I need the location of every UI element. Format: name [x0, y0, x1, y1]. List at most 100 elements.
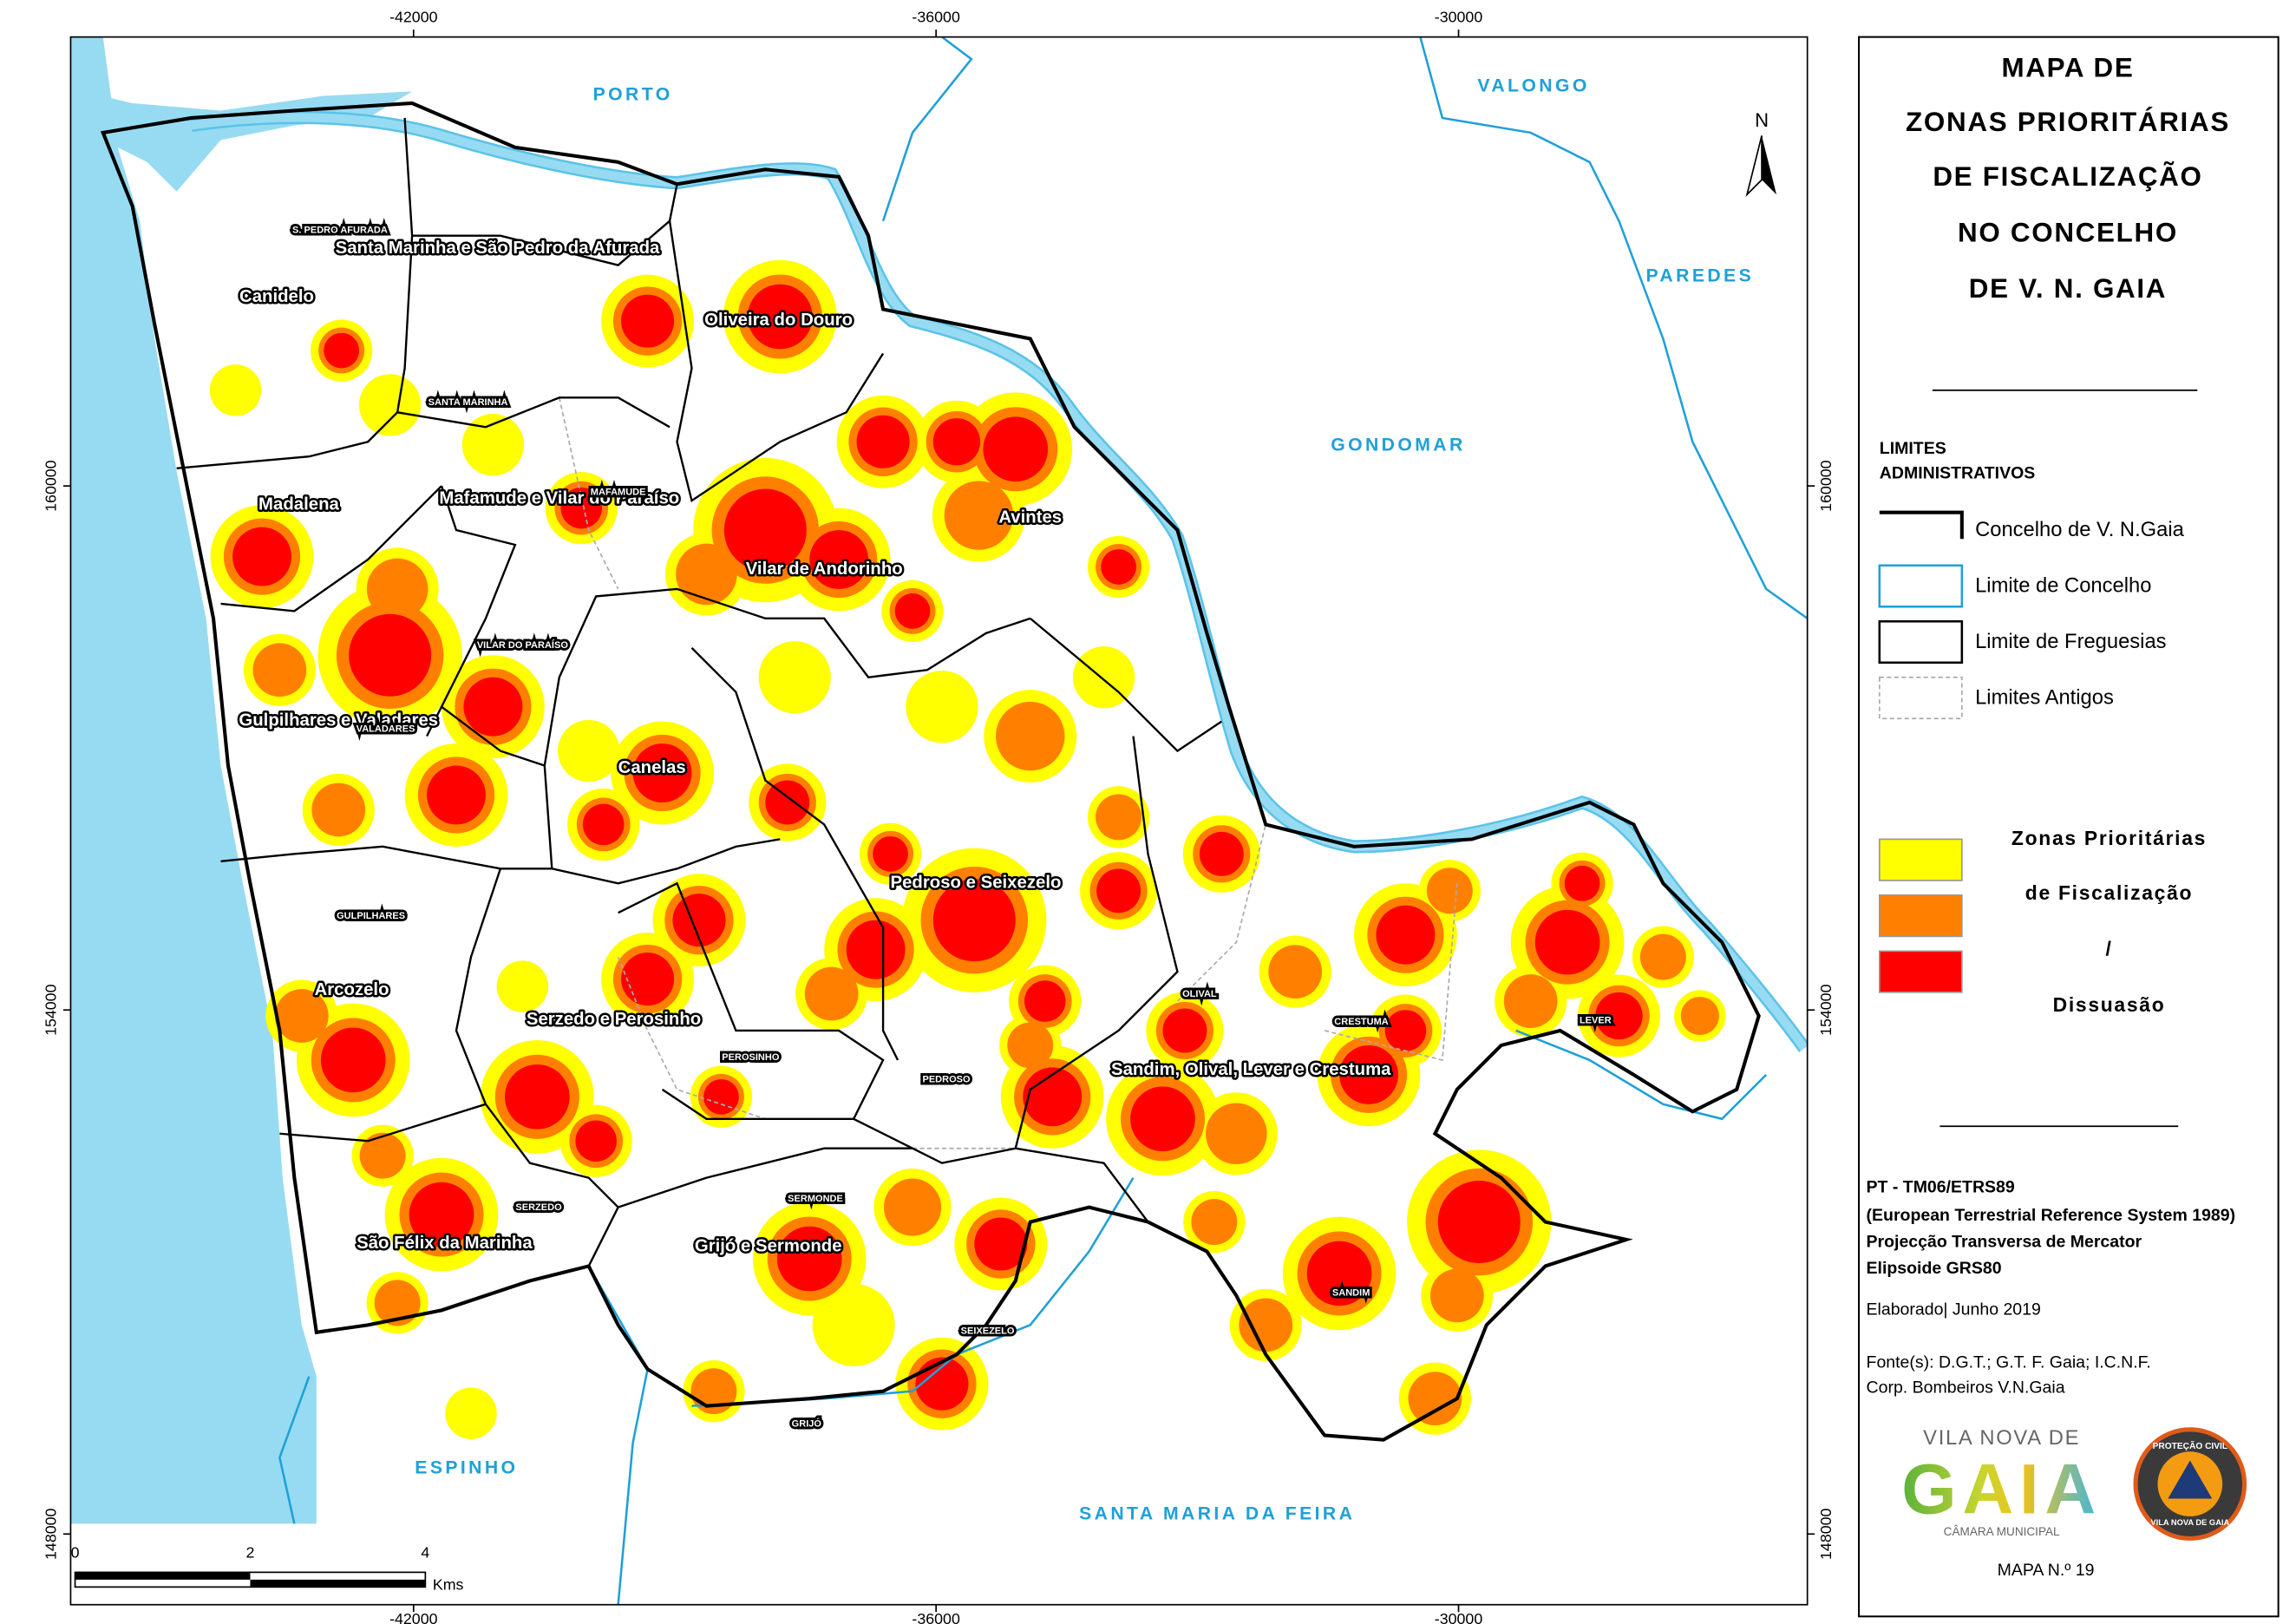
- old-parish-label: GRIJÓ: [792, 1418, 822, 1429]
- parish-label: Oliveira do Douro: [704, 311, 853, 330]
- parish-label: Mafamude e Vilar do Paraíso: [439, 489, 679, 508]
- x-coordinate: -30000: [1435, 9, 1483, 26]
- legend-symbols: [1878, 510, 1964, 993]
- zone-orange: [311, 783, 366, 837]
- y-coordinate: 148000: [42, 1508, 59, 1559]
- zone-orange: [1268, 945, 1323, 999]
- heat-zones: [209, 259, 1726, 1439]
- old-parish-label: CRESTUMA: [1334, 1017, 1388, 1027]
- zone-orange: [1503, 974, 1558, 1028]
- legend-item: Limite de Concelho: [1975, 573, 2151, 597]
- zone-yellow: [558, 719, 620, 783]
- zone-red: [409, 1182, 474, 1247]
- zone-yellow: [812, 1283, 895, 1366]
- zone-red: [873, 835, 908, 872]
- zone-yellow: [906, 671, 978, 743]
- legend-item: Limites Antigos: [1975, 685, 2114, 709]
- north-label: N: [1755, 109, 1769, 131]
- zone-red: [894, 593, 931, 629]
- old-parish-label: VALADARES: [357, 724, 415, 735]
- logo-line: CÂMARA MUNICIPAL: [1944, 1525, 2060, 1538]
- zone-red: [1376, 905, 1436, 965]
- zone-red: [747, 284, 813, 350]
- zone-orange: [1206, 1103, 1267, 1165]
- zone-orange: [1408, 1372, 1462, 1426]
- parish-label: Vilar de Andorinho: [746, 560, 903, 579]
- zone-red: [776, 1226, 842, 1292]
- zone-red: [463, 677, 523, 737]
- zone-red: [1564, 865, 1600, 901]
- zone-red: [1162, 1008, 1207, 1053]
- title-line: DE FISCALIZAÇÃO: [1933, 161, 2202, 192]
- logo-line: VILA NOVA DE: [1923, 1426, 2080, 1450]
- zone-red: [1101, 549, 1136, 585]
- neighbor-label: VALONGO: [1477, 75, 1589, 95]
- zone-red: [621, 953, 675, 1006]
- zone-orange: [274, 989, 329, 1043]
- zone-red: [632, 743, 692, 802]
- river-douro-inner: [190, 113, 1808, 1051]
- zone-label: Zonas Prioritárias: [2011, 827, 2207, 849]
- old-parish-label: LEVER: [1580, 1015, 1612, 1025]
- y-coordinate: 154000: [42, 984, 59, 1035]
- zone-red: [1024, 980, 1066, 1022]
- zone-red: [703, 1078, 739, 1115]
- zone-orange: [1639, 933, 1686, 980]
- old-parish-label: PEDROSO: [922, 1074, 971, 1084]
- title-line: DE V. N. GAIA: [1969, 273, 2167, 304]
- zone-red: [1096, 868, 1141, 914]
- source: Corp. Bombeiros V.N.Gaia: [1867, 1378, 2065, 1397]
- legend-texts: MAPA DE ZONAS PRIORITÁRIAS DE FISCALIZAÇÃO…: [1867, 52, 2236, 1579]
- parish-label: Canidelo: [239, 287, 314, 306]
- elaborated: Elaborado| Junho 2019: [1867, 1300, 2041, 1319]
- zone-red: [1130, 1086, 1195, 1152]
- scale-label: 2: [246, 1543, 255, 1561]
- zone-orange: [883, 1178, 942, 1236]
- zone-orange: [252, 643, 307, 697]
- zone-orange: [996, 701, 1065, 771]
- zone-red: [232, 527, 291, 586]
- scale-label: 0: [71, 1543, 80, 1561]
- zone-red: [582, 803, 625, 846]
- projection-info: PT - TM06/ETRS89: [1867, 1178, 2015, 1197]
- zone-red: [1306, 1241, 1372, 1306]
- title-line: ZONAS PRIORITÁRIAS: [1906, 107, 2230, 137]
- old-parish-label: SEIXEZELO: [961, 1326, 1015, 1337]
- projection-info: Elipsoide GRS80: [1867, 1259, 2002, 1278]
- scale-unit: Kms: [433, 1576, 464, 1594]
- freguesia-limits: [176, 117, 1222, 1267]
- x-coordinate: -42000: [389, 1610, 438, 1624]
- zone-orange: [359, 1132, 406, 1179]
- legend-panel: [1858, 36, 2280, 1618]
- zone-red: [723, 488, 807, 572]
- parish-label: Sandim, Olival, Lever e Crestuma: [1111, 1060, 1391, 1079]
- zone-orange: [366, 558, 428, 620]
- zone-orange: [690, 1368, 737, 1415]
- old-parish-label: MAFAMUDE: [591, 487, 646, 497]
- projection-info: Projecção Transversa de Mercator: [1867, 1232, 2142, 1251]
- zone-red: [575, 1120, 617, 1162]
- parish-label: Grijó e Sermonde: [695, 1236, 842, 1255]
- north-arrow: N: [1745, 109, 1777, 197]
- source: Fonte(s): D.G.T.; G.T. F. Gaia; I.C.N.F.: [1867, 1353, 2151, 1372]
- x-coordinate: -42000: [389, 9, 438, 26]
- labels: PORTO VALONGO PAREDES GONDOMAR ESPINHO SANTA …: [237, 75, 1751, 1523]
- projection-info: (European Terrestrial Reference System 1…: [1867, 1206, 2236, 1225]
- logo-word: GAIA: [1901, 1450, 2102, 1529]
- parish-label: Avintes: [998, 508, 1062, 527]
- zone-yellow: [359, 374, 422, 436]
- old-parish-label: GULPILHARES: [337, 911, 405, 921]
- zone-orange: [1239, 1298, 1293, 1352]
- neighbor-label: GONDOMAR: [1331, 435, 1465, 455]
- x-coordinate: -36000: [912, 1610, 960, 1624]
- title-line: NO CONCELHO: [1958, 217, 2178, 247]
- zone-red: [765, 780, 810, 825]
- coordinates: -42000 -42000 -36000 -36000 -30000 -30000 1600…: [42, 9, 1834, 1624]
- neighbor-label: PORTO: [593, 85, 673, 105]
- map-number: MAPA N.º 19: [1998, 1561, 2095, 1580]
- scale-bar: [74, 1571, 427, 1588]
- zone-red: [1384, 1010, 1427, 1051]
- parish-label: Santa Marinha e São Pedro da Afurada: [336, 239, 660, 258]
- zone-red: [560, 487, 602, 529]
